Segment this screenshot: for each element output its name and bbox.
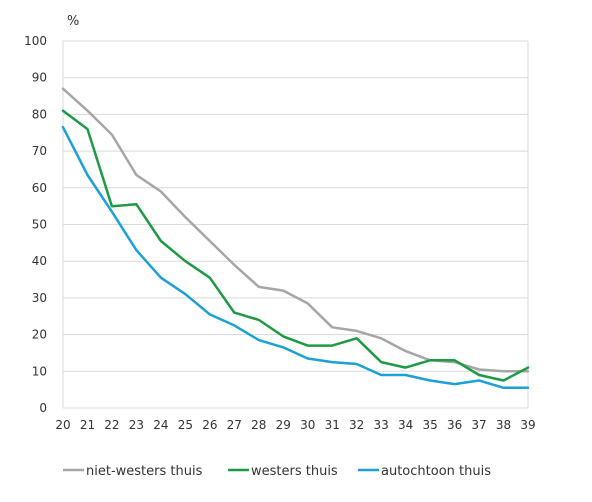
legend-item: autochtoon thuis xyxy=(358,464,491,479)
x-tick-label: 34 xyxy=(398,418,413,432)
y-tick-label: 70 xyxy=(32,144,47,158)
x-tick-label: 38 xyxy=(496,418,511,432)
x-tick-label: 22 xyxy=(104,418,119,432)
y-tick-label: 60 xyxy=(32,181,47,195)
x-tick-label: 24 xyxy=(153,418,168,432)
x-tick-label: 27 xyxy=(227,418,242,432)
x-tick-label: 20 xyxy=(55,418,70,432)
y-tick-label: 0 xyxy=(39,401,47,415)
series-line-2 xyxy=(61,125,530,390)
y-tick-label: 80 xyxy=(32,107,47,121)
y-tick-label: 20 xyxy=(32,328,47,342)
x-tick-label: 35 xyxy=(422,418,437,432)
gridlines xyxy=(62,40,529,409)
legend-item: niet-westers thuis xyxy=(63,464,203,479)
y-tick-label: 30 xyxy=(32,291,47,305)
x-tick-label: 31 xyxy=(325,418,340,432)
x-tick-label: 39 xyxy=(520,418,535,432)
x-tick-label: 32 xyxy=(349,418,364,432)
y-tick-label: 100 xyxy=(24,34,47,48)
legend-label: westers thuis xyxy=(251,464,338,479)
series-line-0 xyxy=(61,87,530,373)
x-tick-label: 37 xyxy=(471,418,486,432)
series-line-1 xyxy=(61,109,530,382)
legend-item: westers thuis xyxy=(228,464,338,479)
x-tick-label: 36 xyxy=(447,418,462,432)
legend-label: autochtoon thuis xyxy=(381,464,491,479)
x-tick-label: 23 xyxy=(129,418,144,432)
y-tick-label: 90 xyxy=(32,71,47,85)
x-tick-label: 28 xyxy=(251,418,266,432)
y-axis-ticks: 0 10 20 30 40 50 60 70 80 90 100 xyxy=(24,34,47,415)
x-tick-label: 29 xyxy=(276,418,291,432)
y-axis-unit-label: % xyxy=(67,14,79,29)
series-lines xyxy=(61,87,530,390)
x-tick-label: 33 xyxy=(374,418,389,432)
x-tick-label: 25 xyxy=(178,418,193,432)
x-tick-label: 26 xyxy=(202,418,217,432)
legend-label: niet-westers thuis xyxy=(86,464,203,479)
y-tick-label: 10 xyxy=(32,364,47,378)
x-tick-label: 30 xyxy=(300,418,315,432)
legend: niet-westers thuis westers thuis autochtoo… xyxy=(63,464,491,479)
y-tick-label: 40 xyxy=(32,254,47,268)
y-tick-label: 50 xyxy=(32,218,47,232)
x-tick-label: 21 xyxy=(80,418,95,432)
x-axis-ticks: 20 21 22 23 24 25 26 27 28 29 30 31 32 33 34 35 36 37 38 39 xyxy=(55,418,535,432)
